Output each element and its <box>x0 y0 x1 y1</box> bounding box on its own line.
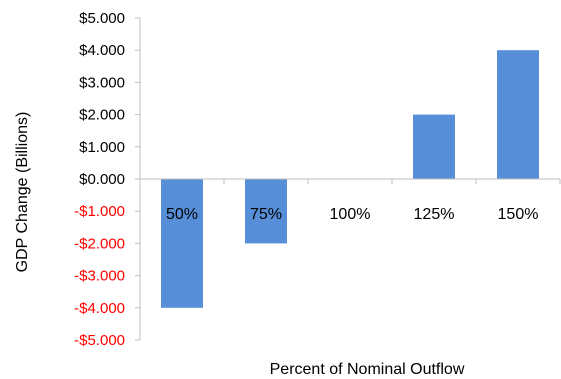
y-tick-labels: $5.000 $4.000 $3.000 $2.000 $1.000 $0.000 -$1.… <box>74 10 125 349</box>
x-axis <box>140 178 561 184</box>
y-tick-label: -$5.000 <box>74 332 125 349</box>
x-axis-title: Percent of Nominal Outflow <box>270 361 465 378</box>
category-label: 150% <box>498 206 539 223</box>
y-tick-label: -$1.000 <box>74 203 125 220</box>
category-label: 50% <box>166 206 198 223</box>
y-tick-label: -$4.000 <box>74 300 125 317</box>
y-tick-label: $0.000 <box>79 171 125 188</box>
y-tick-label: $3.000 <box>79 74 125 91</box>
y-tick-label: $4.000 <box>79 42 125 59</box>
y-tick-label: $5.000 <box>79 10 125 27</box>
category-label: 75% <box>250 206 282 223</box>
bar-75pct <box>245 179 287 244</box>
bars <box>161 50 539 308</box>
category-labels: 50% 75% 100% 125% 150% <box>166 206 538 223</box>
y-tick-label: $2.000 <box>79 107 125 124</box>
y-tick-label: $1.000 <box>79 139 125 156</box>
bar-125pct <box>413 114 455 179</box>
category-label: 125% <box>414 206 455 223</box>
bar-50pct <box>161 179 203 308</box>
y-tick-label: -$3.000 <box>74 268 125 285</box>
y-axis-title: GDP Change (Billions) <box>14 112 31 273</box>
y-axis <box>135 17 141 341</box>
category-label: 100% <box>330 206 371 223</box>
bar-150pct <box>497 50 539 180</box>
y-tick-label: -$2.000 <box>74 235 125 252</box>
